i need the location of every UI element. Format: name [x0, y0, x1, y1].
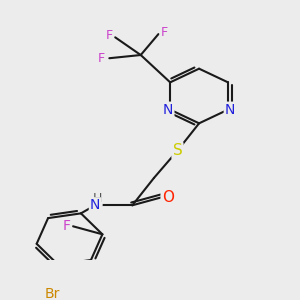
Text: Br: Br — [44, 287, 60, 300]
Text: F: F — [63, 219, 71, 233]
Text: H: H — [92, 192, 102, 206]
Text: S: S — [172, 143, 182, 158]
Text: N: N — [163, 103, 173, 117]
Text: F: F — [98, 52, 105, 65]
Text: N: N — [225, 103, 235, 117]
Text: N: N — [90, 198, 100, 212]
Text: F: F — [161, 26, 168, 39]
Text: O: O — [162, 190, 174, 205]
Text: F: F — [106, 29, 113, 42]
